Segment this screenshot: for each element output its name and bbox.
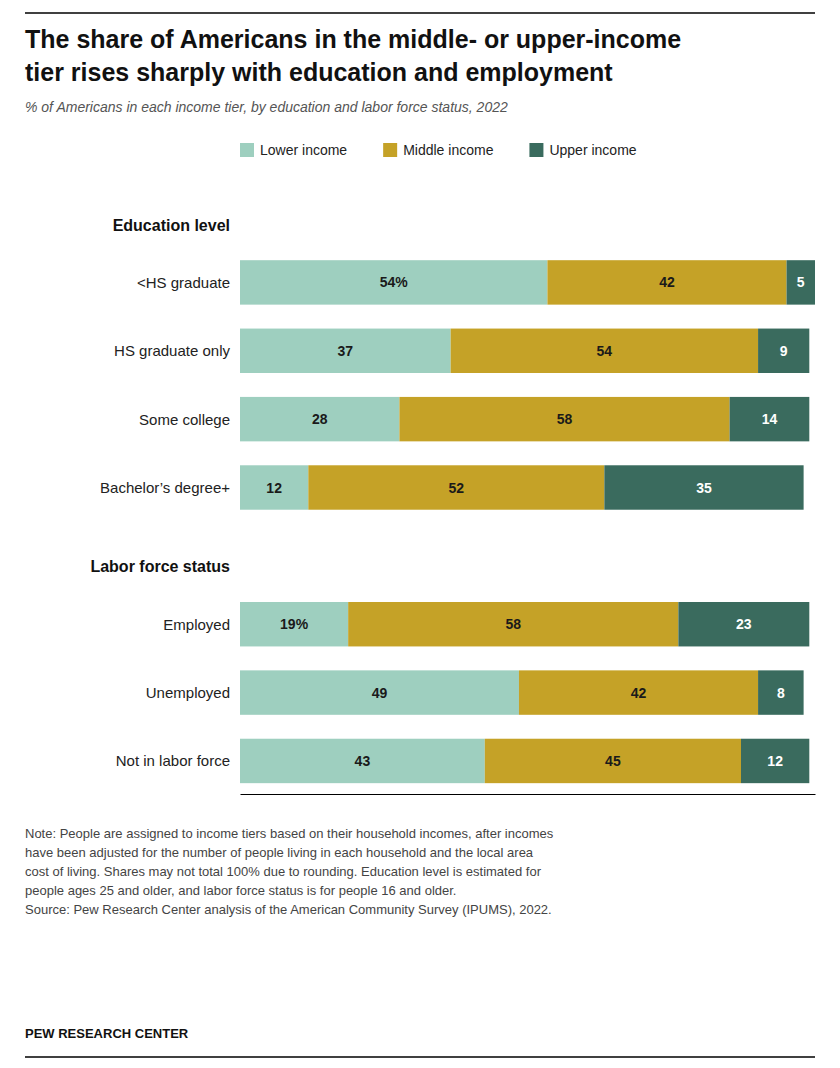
data-label: 9 [780,343,788,359]
data-label: 58 [505,616,521,632]
title-line: The share of Americans in the middle- or… [25,25,681,53]
bar-segment [678,602,809,646]
category-label: Unemployed [146,684,230,701]
chart-svg: The share of Americans in the middle- or… [0,0,840,1068]
note-line: people ages 25 and older, and labor forc… [25,883,456,898]
category-label: Some college [139,411,230,428]
bar-segment [547,260,786,304]
legend-item: Lower income [240,142,347,158]
note-line: Note: People are assigned to income tier… [25,826,554,841]
legend-label: Middle income [403,142,493,158]
bar-segment [308,465,604,509]
note-line: have been adjusted for the number of peo… [25,845,534,860]
bar-segment [240,329,451,373]
data-label: 8 [777,685,785,701]
data-label: 28 [312,411,328,427]
bar-segment [240,397,399,441]
chart-container: The share of Americans in the middle- or… [0,0,840,1068]
bar-segment [730,397,810,441]
note-line: cost of living. Shares may not total 100… [25,864,542,879]
data-label: 35 [696,480,712,496]
bar-segment [604,465,803,509]
data-label: 54% [380,274,409,290]
data-label: 42 [631,685,647,701]
legend-swatch [529,143,543,157]
data-label: 14 [762,411,778,427]
legend-label: Lower income [260,142,347,158]
title-line: tier rises sharply with education and em… [25,58,613,86]
category-label: Employed [163,616,230,633]
legend: Lower income Middle income Upper income [240,142,637,158]
note-line: Source: Pew Research Center analysis of … [25,902,552,917]
bar-segment [240,670,519,714]
title: The share of Americans in the middle- or… [25,25,681,86]
bar-segment [240,602,348,646]
group-header: Labor force status [90,558,230,575]
data-label: 45 [605,753,621,769]
footer: PEW RESEARCH CENTER [25,1026,189,1041]
bar-segment [787,260,815,304]
data-label: 43 [355,753,371,769]
subtitle: % of Americans in each income tier, by e… [25,99,508,115]
data-label: 42 [659,274,675,290]
data-labels: 54% 37 28 12 19% 49 43 42 54 58 52 58 42 45 5 9 14 35 23 8 1… [266,274,804,769]
category-labels: Education level <HS graduate HS graduate o… [90,217,230,770]
bar-segment [758,329,809,373]
data-label: 49 [372,685,388,701]
category-label: Not in labor force [116,752,230,769]
x-axis [241,794,816,795]
category-label: <HS graduate [137,274,230,291]
legend-label: Upper income [549,142,636,158]
bar-segment [240,465,308,509]
group-header: Education level [113,217,230,234]
note: Note: People are assigned to income tier… [25,826,554,917]
series-bars [308,260,786,783]
bar-segment [758,670,804,714]
data-label: 19% [280,616,309,632]
category-label: Bachelor’s degree+ [100,479,230,496]
data-label: 54 [597,343,613,359]
data-label: 12 [266,480,282,496]
series-bars [604,260,815,783]
bar-segment [240,260,547,304]
legend-item: Middle income [383,142,493,158]
legend-item: Upper income [529,142,636,158]
border-rule [25,12,815,14]
category-label: HS graduate only [114,342,230,359]
data-label: 23 [736,616,752,632]
legend-swatch [383,143,397,157]
bar-segment [348,602,678,646]
bar-segment [451,329,758,373]
bars [240,260,815,783]
bar-segment [240,739,485,783]
bar-segment [519,670,758,714]
data-label: 52 [449,480,465,496]
legend-swatch [240,143,254,157]
bar-segment [485,739,741,783]
bar-segment [741,739,809,783]
bar-segment [399,397,729,441]
data-label: 12 [767,753,783,769]
data-label: 37 [338,343,354,359]
data-label: 58 [557,411,573,427]
border-rule [25,1056,815,1058]
x-axis-line [241,794,816,795]
data-label: 5 [797,274,805,290]
